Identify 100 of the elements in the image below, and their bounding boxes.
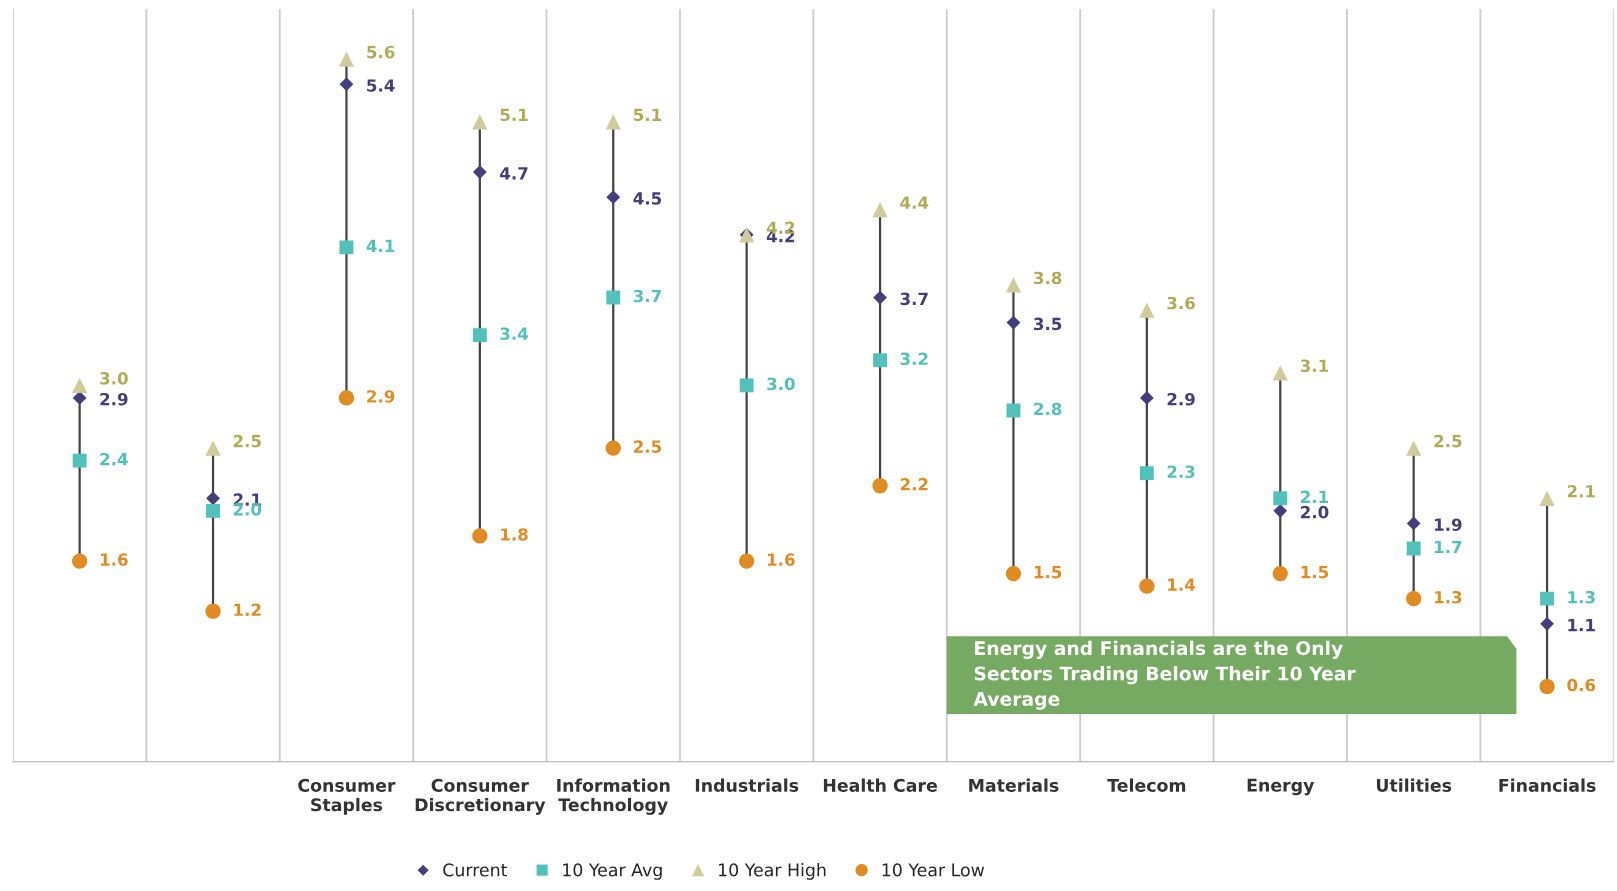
point bbox=[472, 165, 487, 179]
data-label: 2.1 bbox=[1567, 484, 1595, 498]
data-label: 3.6 bbox=[1167, 296, 1195, 310]
data-label: 2.2 bbox=[900, 477, 928, 491]
point bbox=[1406, 516, 1421, 531]
point bbox=[1406, 440, 1422, 456]
data-label: 3.1 bbox=[1300, 359, 1329, 373]
data-label: 1.9 bbox=[1434, 518, 1462, 531]
data-label: 4.5 bbox=[633, 192, 662, 205]
point bbox=[605, 114, 621, 130]
point bbox=[339, 240, 354, 255]
point bbox=[1006, 315, 1021, 330]
data-label: 5.1 bbox=[633, 108, 662, 122]
data-label: 3.0 bbox=[767, 377, 795, 391]
data-label: 3.0 bbox=[100, 372, 128, 385]
data-label: 1.5 bbox=[1034, 566, 1062, 579]
point bbox=[1139, 302, 1155, 318]
point bbox=[72, 553, 88, 569]
legend-label: Current bbox=[443, 863, 508, 877]
point bbox=[339, 77, 354, 92]
point bbox=[739, 553, 755, 569]
data-label: 2.8 bbox=[1034, 402, 1062, 416]
data-label: 0.6 bbox=[1567, 678, 1596, 692]
annotation: Energy and Financials are the Only Sectors Trading Below Their 10 Year Average bbox=[973, 640, 1356, 710]
point bbox=[872, 202, 888, 218]
x-tick-label: Financials bbox=[1499, 778, 1596, 792]
x-tick-label: Information Technology bbox=[557, 778, 670, 815]
point bbox=[472, 528, 488, 544]
point bbox=[205, 440, 221, 456]
point bbox=[606, 290, 621, 305]
data-label: 1.7 bbox=[1434, 540, 1462, 554]
point bbox=[1540, 591, 1555, 606]
x-tick-label: Health Care bbox=[823, 778, 937, 792]
data-label: 2.5 bbox=[634, 440, 662, 453]
point bbox=[1406, 541, 1421, 556]
point bbox=[472, 114, 488, 130]
point bbox=[72, 377, 88, 393]
point bbox=[1005, 565, 1022, 582]
data-label: 2.9 bbox=[367, 390, 395, 403]
data-label: 2.5 bbox=[233, 434, 261, 448]
data-label: 2.9 bbox=[1167, 392, 1195, 406]
x-tick-label: Utilities bbox=[1376, 778, 1452, 792]
x-tick-label: Consumer Staples bbox=[298, 778, 396, 815]
data-label: 5.1 bbox=[500, 108, 528, 122]
point bbox=[872, 478, 888, 494]
data-label: 2.4 bbox=[100, 452, 128, 466]
point bbox=[1273, 491, 1288, 506]
point bbox=[739, 378, 754, 393]
x-tick-label: Consumer Discretionary bbox=[415, 778, 546, 815]
data-label: 2.3 bbox=[1167, 465, 1195, 479]
data-label: 1.6 bbox=[100, 553, 128, 566]
point bbox=[205, 603, 221, 619]
point bbox=[1272, 565, 1288, 582]
legend-label: 10 Year Low bbox=[882, 863, 985, 877]
point bbox=[1539, 490, 1555, 506]
point bbox=[206, 503, 220, 518]
data-label: 3.5 bbox=[1034, 317, 1062, 331]
data-label: 2.9 bbox=[100, 392, 128, 406]
point bbox=[1139, 466, 1154, 481]
point bbox=[206, 491, 220, 506]
data-label: 4.4 bbox=[900, 196, 929, 209]
data-label: 2.5 bbox=[1434, 434, 1462, 448]
point bbox=[873, 353, 887, 368]
data-label: 3.2 bbox=[900, 352, 928, 366]
point bbox=[1272, 365, 1288, 381]
legend-label: 10 Year Avg bbox=[563, 863, 662, 880]
point bbox=[605, 440, 621, 456]
point bbox=[606, 190, 621, 205]
point bbox=[472, 328, 487, 343]
x-tick-label: Telecom bbox=[1107, 778, 1186, 792]
point bbox=[1273, 503, 1288, 518]
point bbox=[1005, 277, 1022, 293]
data-label: 2.1 bbox=[1301, 490, 1329, 503]
point bbox=[338, 390, 355, 406]
data-label: 1.4 bbox=[1168, 578, 1196, 591]
data-label: 4.1 bbox=[366, 239, 395, 252]
data-label: 1.1 bbox=[1568, 619, 1595, 632]
data-label: 3.8 bbox=[1034, 271, 1062, 285]
data-label: 1.5 bbox=[1301, 566, 1329, 579]
data-label: 1.6 bbox=[767, 553, 795, 566]
data-label: 3.7 bbox=[900, 292, 928, 306]
point bbox=[1539, 678, 1555, 695]
point bbox=[1139, 391, 1154, 405]
x-tick-label: Industrials bbox=[695, 778, 799, 792]
x-tick-label: Materials bbox=[969, 778, 1059, 792]
data-label: 3.7 bbox=[633, 289, 661, 303]
point bbox=[1540, 616, 1554, 631]
data-label: 2.0 bbox=[1301, 505, 1329, 519]
data-label: 1.2 bbox=[234, 603, 261, 616]
data-label: 5.6 bbox=[367, 45, 395, 59]
data-label: 4.7 bbox=[500, 167, 528, 180]
data-label: 3.4 bbox=[500, 327, 529, 340]
point bbox=[1406, 591, 1422, 607]
data-label: 1.3 bbox=[1434, 590, 1462, 604]
point bbox=[72, 391, 87, 405]
point bbox=[338, 51, 355, 67]
point bbox=[1139, 578, 1155, 594]
point bbox=[72, 453, 87, 468]
legend-label: 10 Year High bbox=[719, 863, 826, 880]
x-tick-label: Energy bbox=[1247, 778, 1315, 796]
